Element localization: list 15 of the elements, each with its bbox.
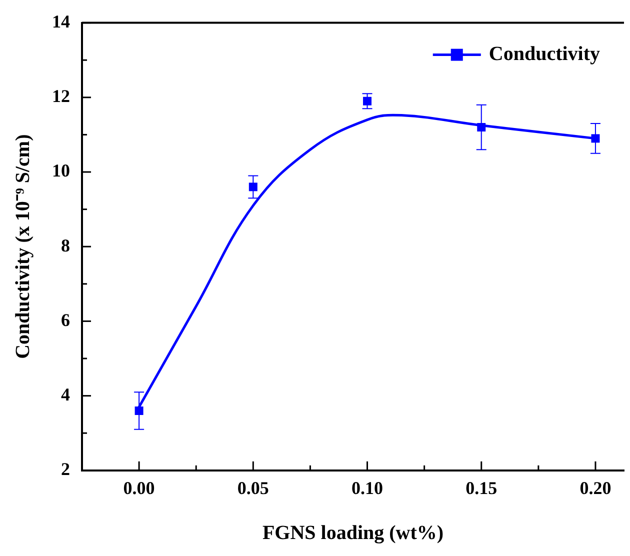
y-axis-title: Conductivity (x 10⁻⁹ S/cm) <box>12 134 34 359</box>
y-tick-label: 8 <box>61 235 70 256</box>
legend-label: Conductivity <box>488 42 600 65</box>
x-axis-title: FGNS loading (wt%) <box>262 522 444 544</box>
y-tick-label: 6 <box>61 310 70 330</box>
y-tick-label: 2 <box>61 459 70 480</box>
x-tick-label: 0.10 <box>352 478 384 498</box>
y-tick-label: 14 <box>52 11 70 32</box>
y-tick-label: 10 <box>52 160 70 181</box>
x-tick-label: 0.05 <box>237 478 269 498</box>
y-tick-label: 12 <box>52 86 70 106</box>
x-tick-label: 0.00 <box>123 478 155 498</box>
x-tick-label: 0.15 <box>466 478 498 498</box>
x-tick-label: 0.20 <box>580 478 612 498</box>
y-tick-label: 4 <box>61 384 70 404</box>
